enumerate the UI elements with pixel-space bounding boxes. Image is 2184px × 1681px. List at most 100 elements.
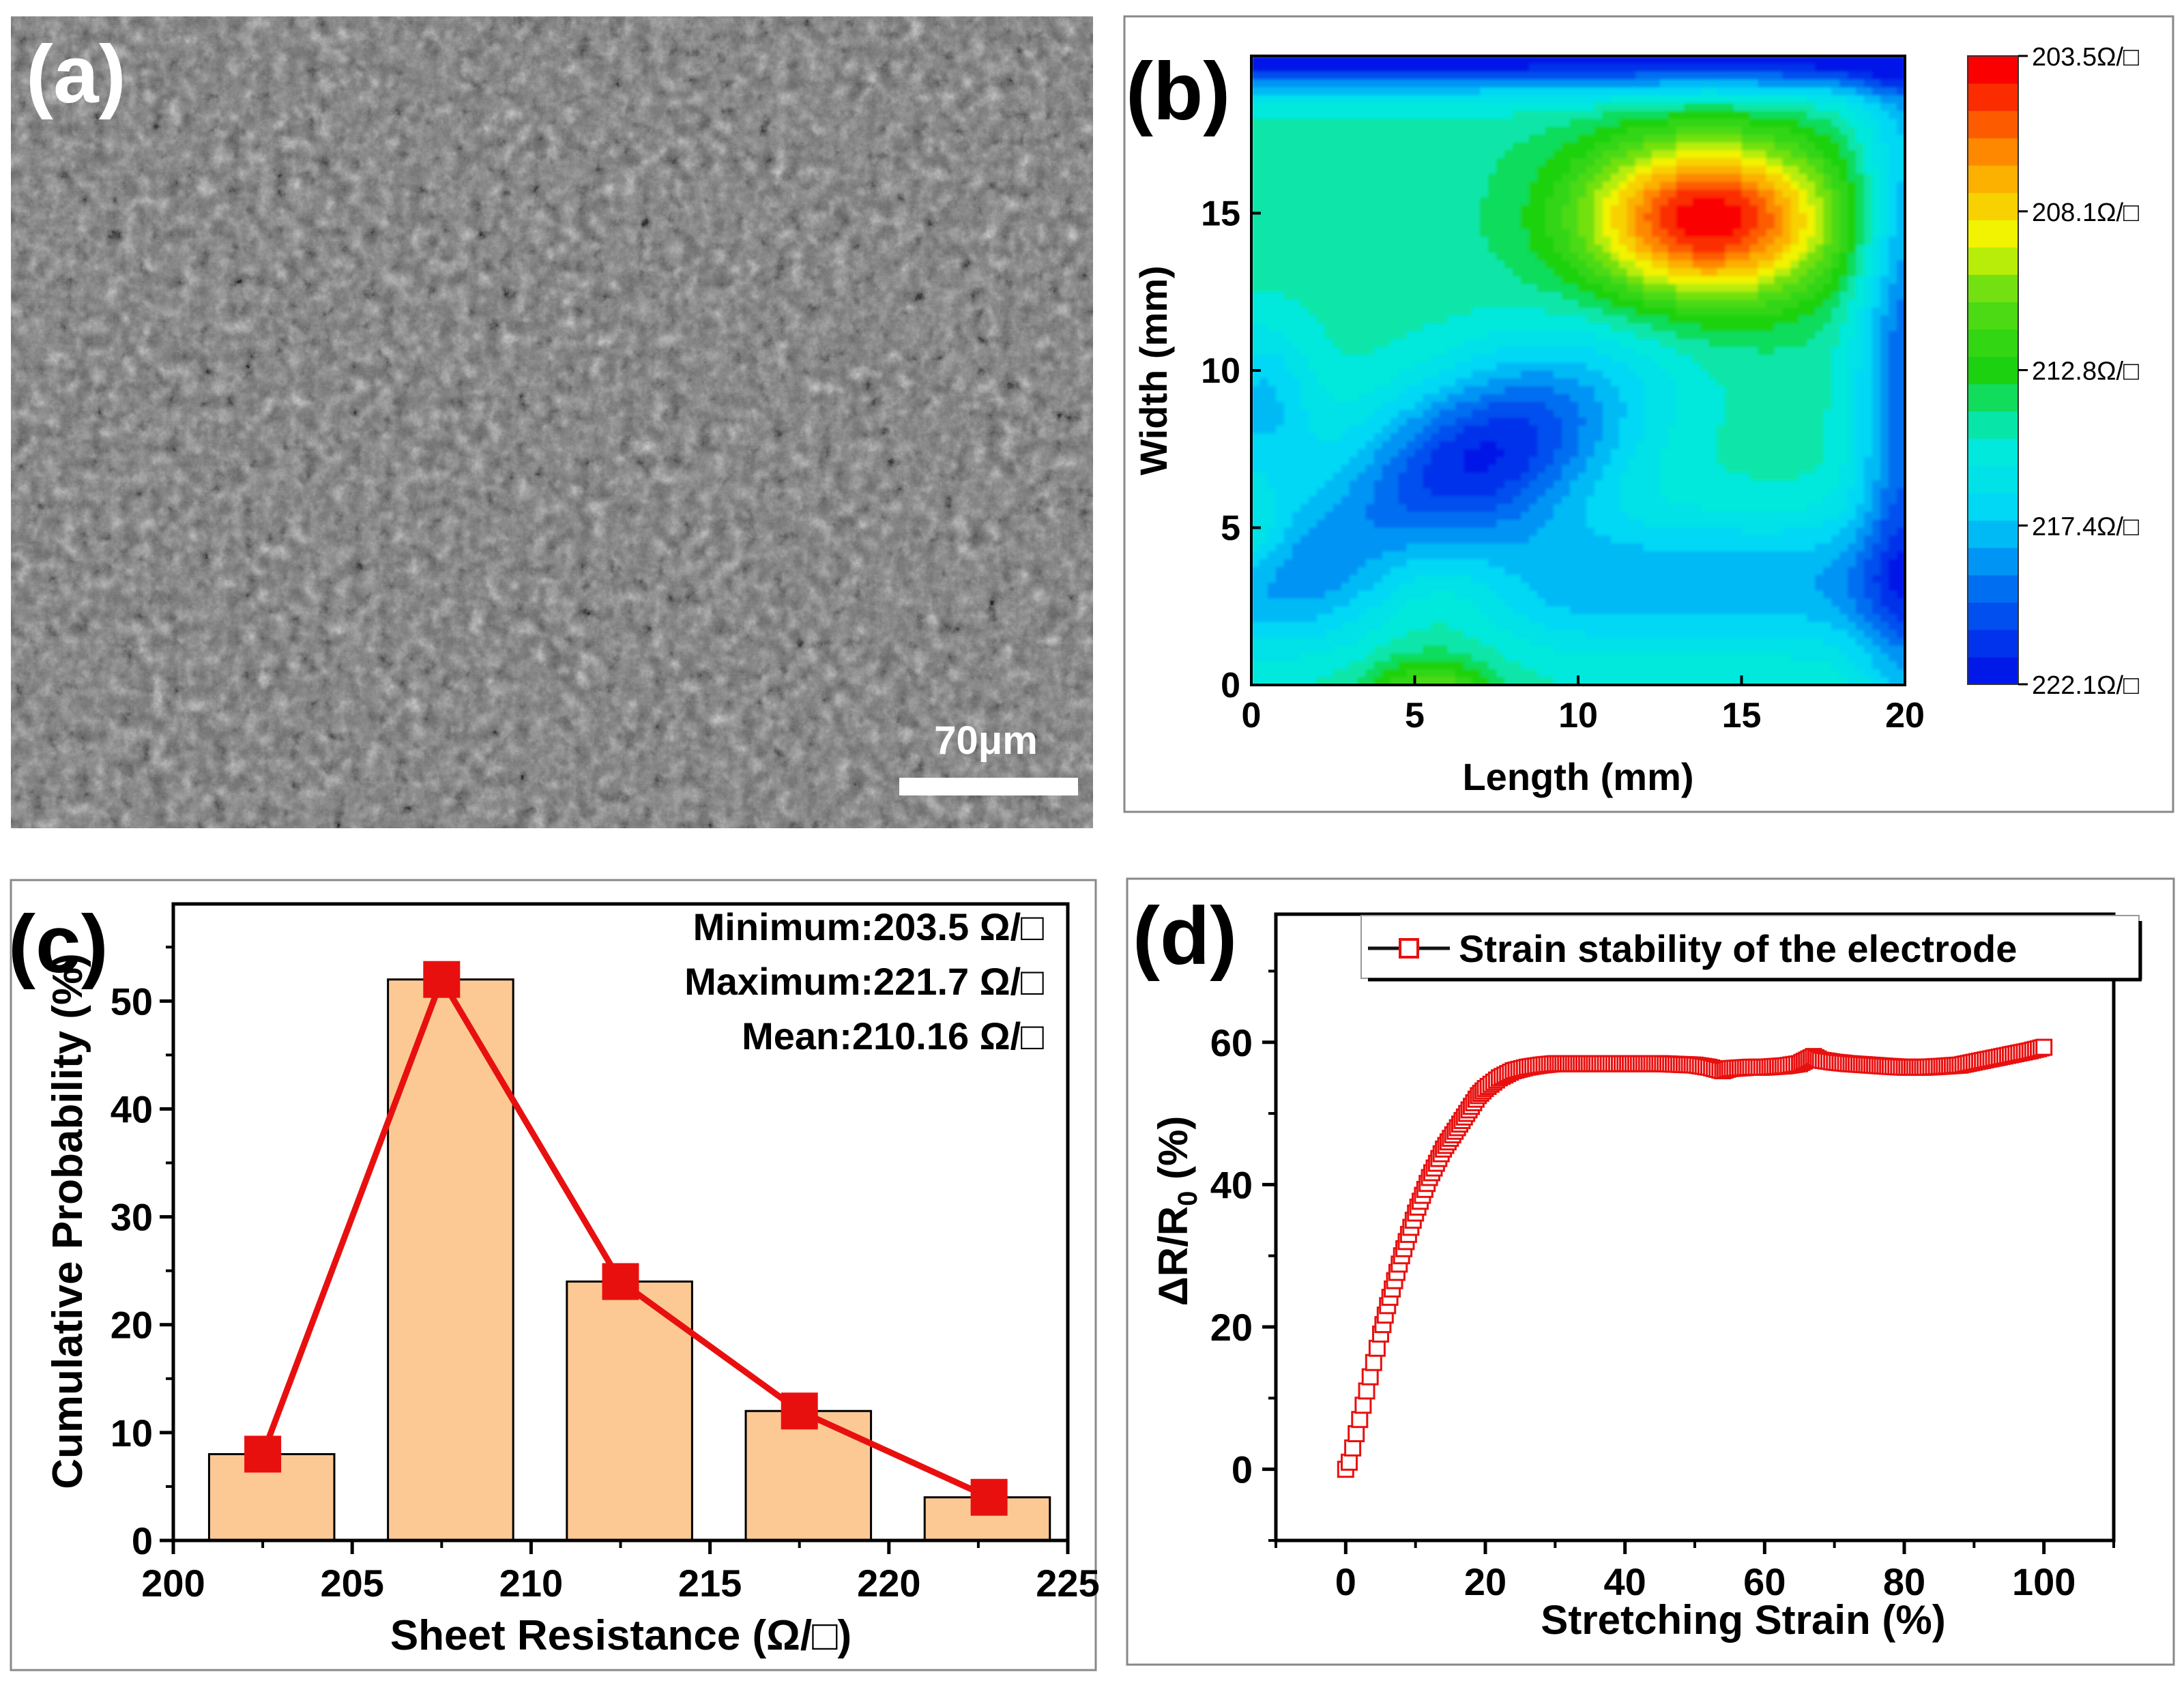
heatmap-cell <box>1275 244 1285 253</box>
heatmap-cell <box>1504 103 1513 112</box>
heatmap-cell <box>1455 637 1465 647</box>
heatmap-cell <box>1521 630 1530 639</box>
heatmap-cell <box>1267 362 1277 371</box>
heatmap-cell <box>1472 338 1481 348</box>
heatmap-cell <box>1333 63 1342 72</box>
heatmap-cell <box>1283 645 1293 654</box>
heatmap-cell <box>1316 268 1326 277</box>
heatmap-cell <box>1741 103 1751 112</box>
heatmap-cell <box>1390 142 1399 151</box>
heatmap-cell <box>1283 87 1293 96</box>
heatmap-cell <box>1610 449 1620 458</box>
heatmap-cell <box>1333 354 1342 364</box>
heatmap-cell <box>1333 661 1342 670</box>
heatmap-cell <box>1373 244 1383 253</box>
heatmap-cell <box>1333 567 1342 576</box>
heatmap-cell <box>1292 630 1301 639</box>
heatmap-cell <box>1521 362 1530 371</box>
heatmap-cell <box>1423 213 1432 222</box>
heatmap-cell <box>1496 370 1506 379</box>
heatmap-cell <box>1447 237 1457 246</box>
heatmap-cell <box>1455 119 1465 128</box>
heatmap-cell <box>1578 331 1587 340</box>
heatmap-cell <box>1700 95 1710 104</box>
heatmap-cell <box>1431 119 1440 128</box>
heatmap-cell <box>1692 72 1702 81</box>
heatmap-cell <box>1668 590 1677 600</box>
heatmap-cell <box>1398 574 1408 583</box>
heatmap-cell <box>1578 551 1587 560</box>
heatmap-cell <box>1586 166 1595 175</box>
heatmap-cell <box>1300 252 1309 261</box>
heatmap-cell <box>1668 323 1677 332</box>
heatmap-cell <box>1373 630 1383 639</box>
heatmap-cell <box>1554 441 1562 450</box>
heatmap-cell <box>1390 181 1399 190</box>
heatmap-cell <box>1373 166 1383 175</box>
heatmap-cell <box>1300 433 1309 442</box>
heatmap-cell <box>1554 472 1562 482</box>
heatmap-cell <box>1292 503 1301 513</box>
heatmap-cell <box>1554 559 1562 568</box>
heatmap-cell <box>1708 103 1718 112</box>
heatmap-cell <box>1504 299 1513 308</box>
heatmap-cell <box>1283 150 1293 159</box>
heatmap-cell <box>1447 307 1457 317</box>
heatmap-cell <box>1373 362 1383 371</box>
heatmap-cell <box>1292 449 1301 458</box>
heatmap-cell <box>1602 567 1612 576</box>
heatmap-cell <box>1464 331 1473 340</box>
heatmap-cell <box>1251 268 1260 277</box>
heatmap-cell <box>1504 229 1513 237</box>
heatmap-cell <box>1692 653 1702 662</box>
heatmap-cell <box>1341 409 1350 418</box>
heatmap-cell <box>1439 126 1448 136</box>
heatmap-cell <box>1308 158 1317 167</box>
heatmap-cell <box>1365 543 1375 552</box>
heatmap-cell <box>1414 56 1424 65</box>
heatmap-cell <box>1741 63 1751 72</box>
heatmap-cell <box>1643 488 1652 497</box>
heatmap-cell <box>1414 512 1424 521</box>
heatmap-cell <box>1562 323 1571 332</box>
heatmap-cell <box>1357 370 1367 379</box>
heatmap-cell <box>1431 299 1440 308</box>
heatmap-cell <box>1292 103 1301 112</box>
heatmap-cell <box>1586 197 1595 206</box>
heatmap-cell <box>1283 181 1293 190</box>
heatmap-cell <box>1455 456 1465 466</box>
heatmap-cell <box>1545 166 1554 175</box>
heatmap-cell <box>1472 315 1481 324</box>
heatmap-cell <box>1267 590 1277 600</box>
heatmap-cell <box>1651 394 1661 403</box>
heatmap-cell <box>1602 323 1612 332</box>
heatmap-cell <box>1373 645 1383 654</box>
heatmap-cell <box>1513 142 1521 151</box>
heatmap-cell <box>1618 56 1628 65</box>
heatmap-cell <box>1275 449 1285 458</box>
heatmap-cell <box>1725 536 1734 544</box>
heatmap-cell <box>1684 134 1693 143</box>
heatmap-cell <box>1578 87 1587 96</box>
heatmap-cell <box>1283 126 1293 136</box>
heatmap-cell <box>1545 205 1554 214</box>
heatmap-cell <box>1373 87 1383 96</box>
heatmap-cell <box>1275 221 1285 230</box>
heatmap-cell <box>1365 503 1375 513</box>
heatmap-cell <box>1578 338 1587 348</box>
heatmap-cell <box>1676 551 1685 560</box>
heatmap-cell <box>1464 567 1473 576</box>
heatmap-cell <box>1267 181 1277 190</box>
heatmap-cell <box>1651 205 1661 214</box>
heatmap-cell <box>1668 496 1677 505</box>
heatmap-cell <box>1725 213 1734 222</box>
heatmap-cell <box>1513 323 1521 332</box>
heatmap-cell <box>1741 291 1751 301</box>
heatmap-cell <box>1513 134 1521 143</box>
heatmap-cell <box>1537 645 1546 654</box>
heatmap-cell <box>1341 637 1350 647</box>
heatmap-cell <box>1578 418 1587 426</box>
heatmap-cell <box>1431 441 1440 450</box>
heatmap-cell <box>1578 284 1587 293</box>
heatmap-cell <box>1668 378 1677 387</box>
